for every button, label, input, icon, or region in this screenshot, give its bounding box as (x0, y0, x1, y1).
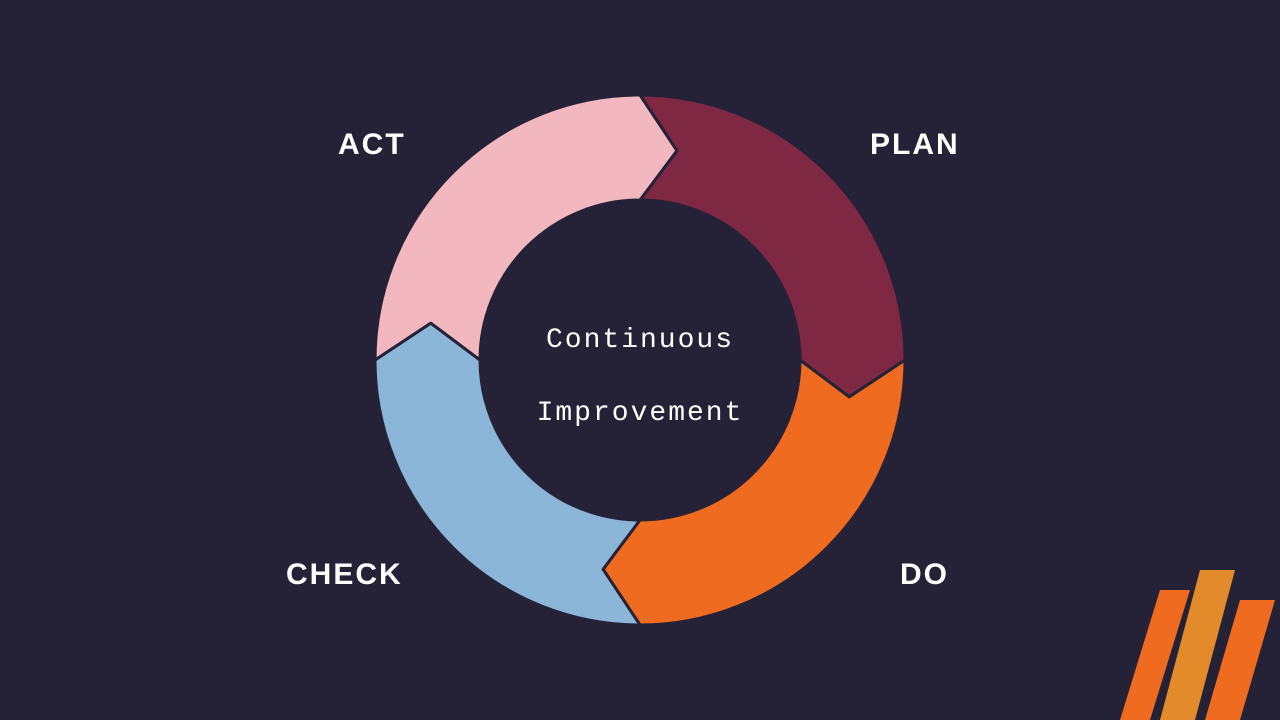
label-do: DO (900, 558, 949, 592)
label-plan: PLAN (870, 128, 960, 162)
center-label: Continuous Improvement (537, 287, 744, 433)
label-check: CHECK (286, 558, 403, 592)
center-label-line2: Improvement (537, 398, 744, 429)
center-label-line1: Continuous (546, 326, 734, 357)
pdca-diagram: Continuous Improvement PLAN DO CHECK ACT (0, 0, 1280, 720)
label-act: ACT (338, 128, 406, 162)
brand-logo (1090, 560, 1280, 720)
